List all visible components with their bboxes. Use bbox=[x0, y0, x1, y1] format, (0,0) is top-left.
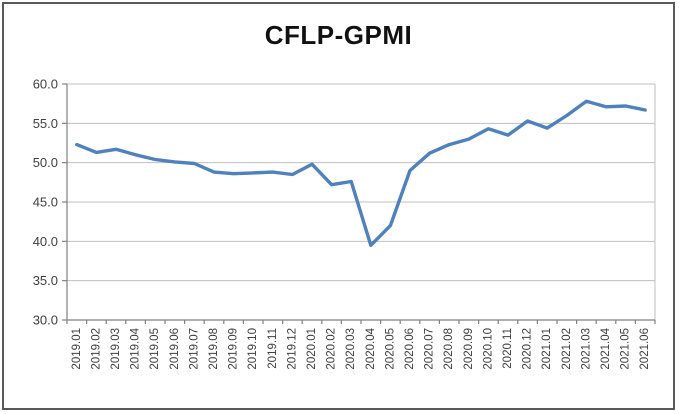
y-axis-label: 55.0 bbox=[33, 116, 58, 131]
x-axis-label: 2019.11 bbox=[267, 328, 279, 369]
y-axis-label: 60.0 bbox=[33, 77, 58, 92]
x-axis-label: 2021.02 bbox=[561, 328, 573, 370]
y-axis-label: 40.0 bbox=[33, 234, 58, 249]
x-axis-label: 2020.03 bbox=[345, 328, 357, 370]
x-axis-label: 2019.05 bbox=[149, 328, 161, 370]
chart-title: CFLP-GPMI bbox=[264, 20, 413, 50]
line-chart: 30.0 35.0 40.0 45.0 50.0 55.0 60.0 2019.01 2019.… bbox=[33, 77, 656, 370]
y-axis-label: 50.0 bbox=[33, 155, 58, 170]
x-axis-label: 2020.05 bbox=[384, 328, 396, 370]
x-axis-label: 2019.10 bbox=[247, 328, 259, 370]
y-axis-label: 35.0 bbox=[33, 273, 58, 288]
x-axis-label: 2020.07 bbox=[424, 328, 436, 370]
x-axis-label: 2020.04 bbox=[365, 327, 377, 369]
x-axis-label: 2019.01 bbox=[71, 328, 83, 370]
x-axis-label: 2021.03 bbox=[580, 328, 592, 370]
x-axis-label: 2020.01 bbox=[306, 328, 318, 370]
x-axis-label: 2020.10 bbox=[482, 328, 494, 370]
x-axis-label: 2019.07 bbox=[188, 328, 200, 370]
x-axis-label: 2021.05 bbox=[620, 328, 632, 370]
x-axis-label: 2020.02 bbox=[326, 328, 338, 370]
x-axis-label: 2021.06 bbox=[639, 328, 651, 370]
data-line bbox=[75, 99, 647, 248]
x-axis-label: 2020.11 bbox=[502, 328, 514, 369]
x-axis-label: 2019.02 bbox=[90, 328, 102, 370]
y-axis-label: 30.0 bbox=[33, 313, 58, 328]
x-axis-label: 2021.04 bbox=[600, 327, 612, 369]
y-axis-label: 45.0 bbox=[33, 195, 58, 210]
x-axis-label: 2019.06 bbox=[169, 328, 181, 370]
x-axis-label: 2019.08 bbox=[208, 328, 220, 370]
x-axis-label: 2020.08 bbox=[443, 328, 455, 370]
x-axis-label: 2019.09 bbox=[228, 328, 240, 370]
x-axis-label: 2020.12 bbox=[522, 328, 534, 370]
x-axis-label: 2020.09 bbox=[463, 328, 475, 370]
x-axis-label: 2020.06 bbox=[404, 328, 416, 370]
x-axis-label: 2021.01 bbox=[541, 328, 553, 370]
x-axis-label: 2019.12 bbox=[286, 328, 298, 370]
x-axis-label: 2019.03 bbox=[110, 328, 122, 370]
x-axis-label: 2019.04 bbox=[130, 327, 142, 369]
chart-frame: CFLP-GPMI 30.0 35.0 40.0 45.0 50.0 55.0 60.0 20… bbox=[2, 2, 675, 410]
